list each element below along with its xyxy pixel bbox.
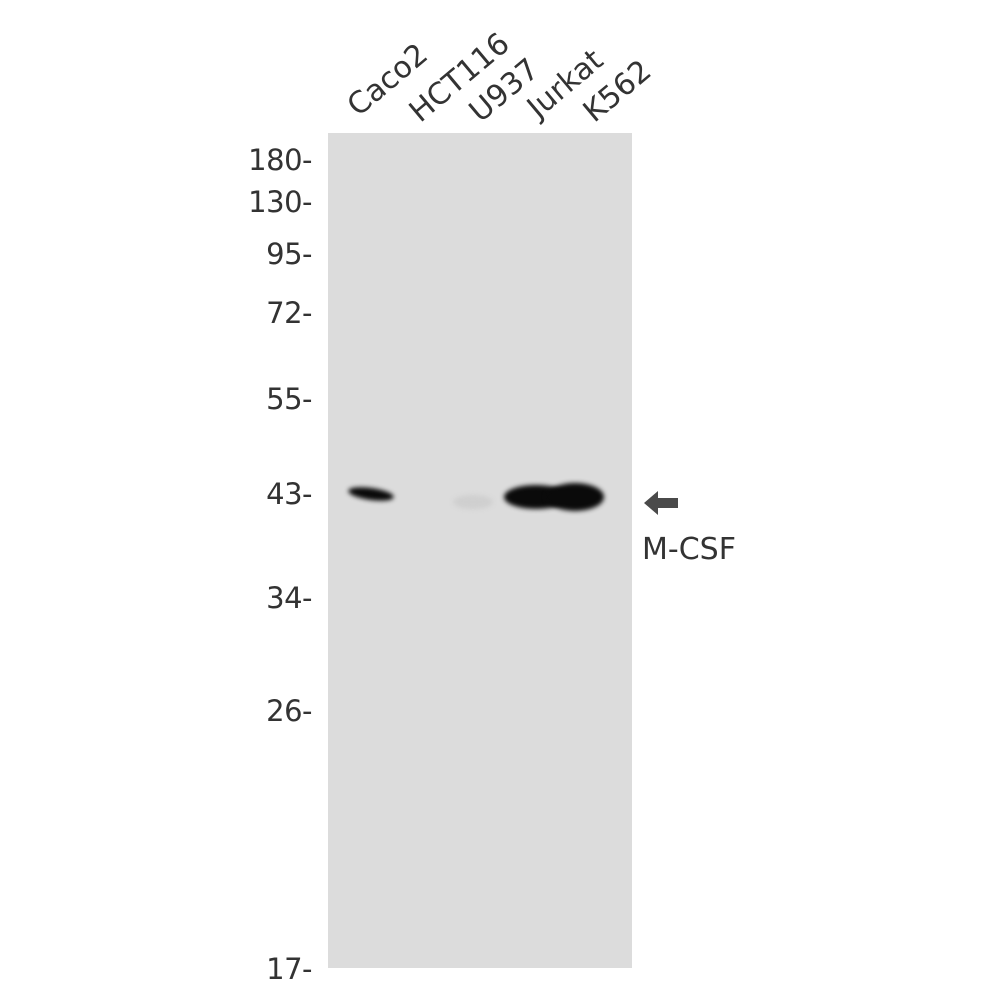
marker-180: 180- bbox=[248, 143, 312, 177]
marker-34: 34- bbox=[266, 581, 312, 615]
band-u937-faint bbox=[453, 495, 493, 509]
arrow-left-icon bbox=[644, 491, 678, 515]
marker-95: 95- bbox=[266, 237, 312, 271]
band-k562 bbox=[546, 483, 604, 511]
marker-26: 26- bbox=[266, 694, 312, 728]
marker-55: 55- bbox=[266, 382, 312, 416]
blot-membrane bbox=[328, 133, 632, 968]
marker-17: 17- bbox=[266, 952, 312, 986]
marker-43: 43- bbox=[266, 477, 312, 511]
marker-130: 130- bbox=[248, 185, 312, 219]
marker-72: 72- bbox=[266, 296, 312, 330]
target-protein-label: M-CSF bbox=[642, 532, 736, 567]
band-caco2 bbox=[347, 484, 395, 504]
